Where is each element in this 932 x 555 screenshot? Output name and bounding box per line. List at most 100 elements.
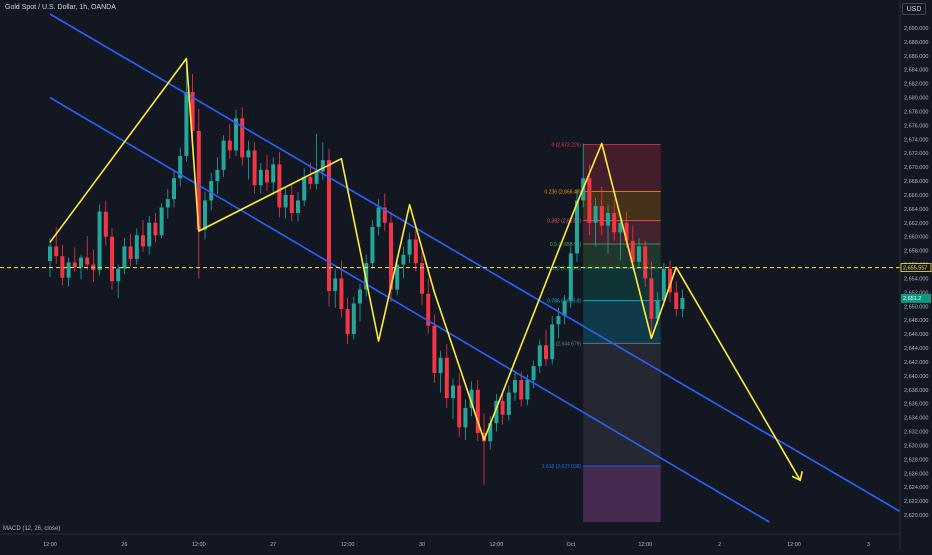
candle-body [506,392,511,415]
price-tick-label: 2,630.000 [904,443,928,449]
candle-body [637,246,641,262]
candle-body [66,262,71,278]
candle-body [451,385,455,399]
candle-body [147,222,152,247]
candle-body [351,303,356,335]
candle-body [525,380,530,400]
candle-body [457,385,462,428]
time-tick-label: 12:00 [341,542,355,548]
price-tick-label: 2,660.000 [904,235,928,241]
price-tick-label: 2,650.000 [904,304,928,310]
candle-body [134,235,139,259]
time-tick-label: 12:00 [787,542,801,548]
level-price-badge [900,263,932,273]
price-tick-label: 2,632.000 [904,430,928,436]
candle-body [221,140,226,170]
fib-level-label: 1 (2,644.679) [551,341,581,347]
candle-body [643,246,648,279]
fib-zone [583,268,661,301]
price-tick-label: 2,648.000 [904,318,928,324]
candle-body [308,176,313,184]
candle-body [60,256,65,278]
candle-body [283,194,288,208]
price-tick-label: 2,622.000 [904,499,928,505]
candle-body [624,222,629,241]
price-tick-label: 2,634.000 [904,416,928,422]
candle-body [339,278,344,310]
candle-body [327,160,331,291]
price-tick-label: 2,686.000 [904,54,928,60]
candle-body [494,400,499,424]
price-tick-label: 2,620.000 [904,513,928,519]
candle-body [482,432,486,442]
fib-zone [583,466,661,522]
candle-body [54,246,59,257]
candle-body [680,297,685,310]
candle-body [196,130,201,230]
candle-body [531,366,536,381]
candle-body [116,268,121,282]
candle-body [79,257,83,268]
price-tick-label: 2,666.000 [904,193,928,199]
candle-body [568,253,573,301]
candle-body [172,178,176,200]
fib-zone [583,300,661,344]
price-tick-label: 2,684.000 [904,68,928,74]
chart-title: Gold Spot / U.S. Dollar, 1h, OANDA [5,4,116,11]
currency-button[interactable]: USD [902,3,926,15]
price-tick-label: 2,674.000 [904,137,928,143]
candle-body [668,268,672,293]
time-tick-label: 12:00 [192,542,206,548]
candle-body [674,292,679,310]
price-tick-label: 2,658.000 [904,249,928,255]
candle-body [72,262,77,268]
fib-level-label: 1.618 (2,627.038) [542,464,582,470]
candle-body [209,181,214,201]
candle-body [289,194,294,214]
candle-body [296,200,300,214]
price-tick-label: 2,682.000 [904,82,928,88]
candle-body [246,150,251,158]
price-tick-label: 2,628.000 [904,457,928,463]
fib-zone [583,243,661,268]
price-tick-label: 2,672.000 [904,151,928,157]
zigzag-projection [49,57,801,481]
candle-body [513,380,517,393]
level-price-label: 2,655.557 [903,266,927,272]
candle-body [265,169,269,183]
price-tick-label: 2,670.000 [904,165,928,171]
candle-body [407,239,412,255]
price-tick-label: 2,646.000 [904,332,928,338]
candle-body [153,222,158,236]
candle-body [438,357,443,374]
candle-body [537,345,542,367]
last-price-badge [901,293,931,303]
time-tick-label: 26 [121,542,127,548]
price-tick-label: 2,636.000 [904,402,928,408]
indicator-label[interactable]: MACD (12, 26, close) [3,526,61,532]
candle-body [488,423,493,442]
price-axis [900,0,932,550]
candle-body [544,345,548,360]
candle-body [358,289,362,304]
candle-body [389,222,393,290]
candle-body [618,222,623,233]
candle-body [128,246,133,259]
time-tick-label: Oct [567,542,576,548]
time-tick-label: 12:00 [490,542,504,548]
candle-body [444,357,449,399]
candle-body [203,200,207,230]
candle-body [469,389,474,408]
fib-zone [583,343,661,467]
fib-level-label: 0.382 (2,662.3) [547,219,581,225]
channel-line [49,96,770,523]
price-tick-label: 2,664.000 [904,207,928,213]
candle-body [556,316,561,325]
candle-body [227,140,232,151]
price-tick-label: 2,676.000 [904,123,928,129]
candle-body [606,213,610,226]
time-tick-label: 30 [419,542,425,548]
candle-body [215,169,220,182]
